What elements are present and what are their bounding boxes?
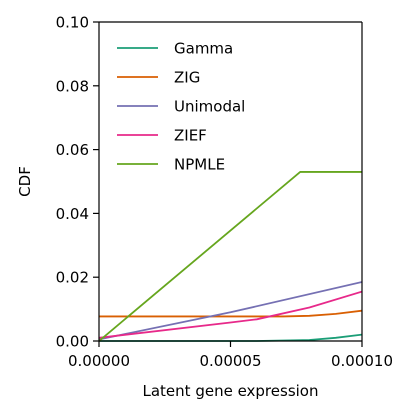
- legend-label: Gamma: [174, 40, 233, 58]
- y-tick-label: 0.02: [56, 269, 89, 287]
- legend-item-unimodal: Unimodal: [117, 98, 245, 116]
- series-line-unimodal: [99, 281, 362, 341]
- plot-axes: [98, 21, 363, 342]
- series-line-zig: [99, 309, 362, 318]
- legend-label: ZIG: [174, 69, 200, 87]
- series-lines: [99, 171, 362, 342]
- x-tick-label: 0.00005: [199, 352, 261, 370]
- y-tick-label: 0.08: [56, 77, 89, 95]
- x-tick-label: 0.00010: [331, 352, 393, 370]
- series-line-zief: [99, 290, 362, 339]
- legend-item-zig: ZIG: [117, 69, 200, 87]
- y-tick-label: 0.04: [56, 205, 89, 223]
- legend-label: Unimodal: [174, 98, 245, 116]
- legend-label: NPMLE: [174, 156, 225, 174]
- legend: Gamma ZIG Unimodal ZIEF NPMLE: [117, 40, 245, 174]
- y-tick-label: 0.00: [56, 333, 89, 351]
- y-tick-label: 0.06: [56, 141, 89, 159]
- x-tick-label: 0.00000: [68, 352, 130, 370]
- legend-item-gamma: Gamma: [117, 40, 233, 58]
- axis-ticks: 0.00 0.02 0.04 0.06 0.08 0.10 0.00000 0.00005 0.…: [56, 14, 393, 371]
- legend-label: ZIEF: [174, 127, 207, 145]
- y-tick-label: 0.10: [56, 14, 89, 32]
- legend-item-npmle: NPMLE: [117, 156, 225, 174]
- series-line-gamma: [99, 333, 362, 342]
- legend-item-zief: ZIEF: [117, 127, 207, 145]
- x-axis-label: Latent gene expression: [143, 382, 319, 400]
- series-line-npmle: [99, 171, 362, 342]
- y-axis-label: CDF: [16, 166, 34, 197]
